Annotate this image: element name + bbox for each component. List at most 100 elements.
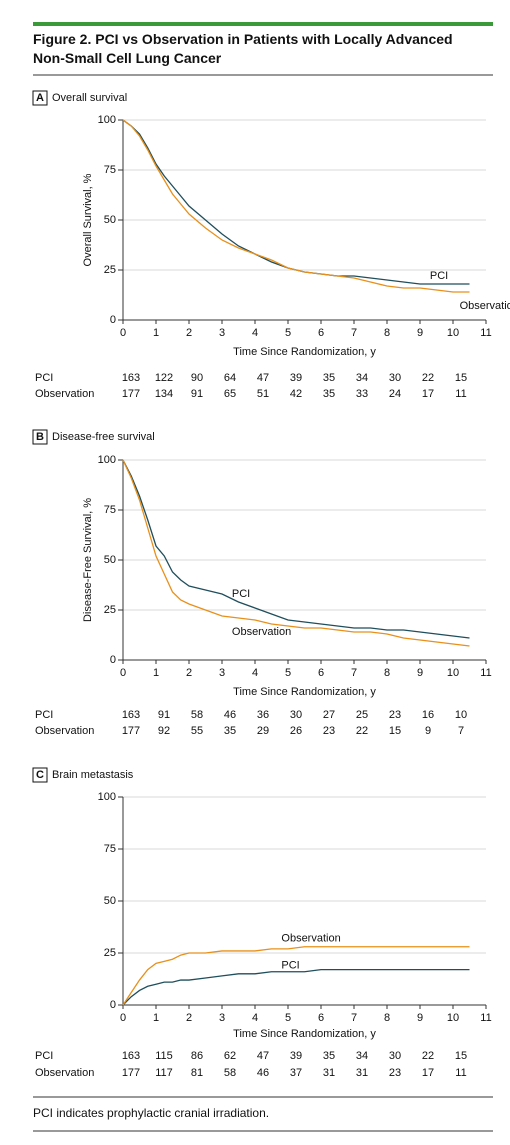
series-label: Observation — [281, 932, 340, 944]
y-axis-label: Overall Survival, % — [82, 173, 94, 266]
x-tick-label: 2 — [186, 1012, 192, 1024]
risk-count: 11 — [455, 1067, 466, 1079]
x-tick-label: 6 — [318, 327, 324, 339]
risk-count: 27 — [323, 709, 335, 721]
x-tick-label: 3 — [219, 667, 225, 679]
risk-count: 22 — [422, 1050, 434, 1062]
risk-count: 29 — [257, 725, 269, 737]
x-tick-label: 1 — [153, 327, 159, 339]
risk-count: 46 — [224, 709, 236, 721]
panel-label: C — [36, 769, 44, 781]
x-tick-label: 3 — [219, 1012, 225, 1024]
risk-count: 34 — [356, 1050, 368, 1062]
series-label: PCI — [281, 959, 299, 971]
x-tick-label: 2 — [186, 667, 192, 679]
risk-count: 11 — [455, 388, 466, 400]
risk-count: 35 — [323, 388, 335, 400]
x-tick-label: 11 — [480, 327, 491, 339]
series-line — [122, 459, 470, 647]
x-tick-label: 0 — [120, 327, 126, 339]
x-tick-label: 11 — [480, 1012, 491, 1024]
risk-count: 22 — [356, 725, 368, 737]
risk-row-name: PCI — [35, 1050, 53, 1062]
risk-count: 47 — [257, 372, 269, 384]
risk-count: 15 — [455, 372, 467, 384]
x-tick-label: 1 — [153, 667, 159, 679]
risk-count: 64 — [224, 372, 236, 384]
panel-label-box — [32, 90, 48, 106]
y-tick-label: 50 — [104, 214, 116, 226]
risk-count: 163 — [122, 709, 140, 721]
panel-title: Overall survival — [52, 92, 127, 104]
y-tick-label: 0 — [110, 999, 116, 1011]
risk-count: 7 — [458, 725, 464, 737]
risk-count: 15 — [389, 725, 401, 737]
risk-count: 23 — [389, 1067, 401, 1079]
risk-count: 16 — [422, 709, 434, 721]
risk-count: 15 — [455, 1050, 467, 1062]
y-tick-label: 50 — [104, 895, 116, 907]
x-tick-label: 4 — [252, 1012, 258, 1024]
risk-count: 39 — [290, 372, 302, 384]
x-tick-label: 10 — [447, 1012, 459, 1024]
panel-label-box — [32, 767, 48, 783]
risk-count: 117 — [155, 1067, 173, 1079]
risk-count: 17 — [422, 1067, 434, 1079]
risk-count: 47 — [257, 1050, 269, 1062]
series-label: Observation — [232, 626, 291, 638]
figure-title: Figure 2. PCI vs Observation in Patients… — [33, 31, 453, 66]
risk-count: 37 — [290, 1067, 302, 1079]
y-axis-label: Disease-Free Survival, % — [82, 498, 94, 622]
x-tick-label: 7 — [351, 1012, 357, 1024]
risk-count: 62 — [224, 1050, 236, 1062]
x-tick-label: 5 — [285, 667, 291, 679]
risk-count: 24 — [389, 388, 401, 400]
x-tick-label: 1 — [153, 1012, 159, 1024]
risk-count: 92 — [158, 725, 170, 737]
risk-count: 55 — [191, 725, 203, 737]
x-tick-label: 11 — [480, 667, 491, 679]
y-tick-label: 25 — [104, 947, 116, 959]
risk-row-name: Observation — [35, 388, 94, 400]
risk-count: 177 — [122, 725, 140, 737]
risk-count: 23 — [323, 725, 335, 737]
risk-count: 30 — [389, 372, 401, 384]
series-label: PCI — [232, 588, 250, 600]
risk-count: 31 — [323, 1067, 335, 1079]
y-tick-label: 100 — [98, 454, 116, 466]
y-tick-label: 25 — [104, 604, 116, 616]
risk-count: 23 — [389, 709, 401, 721]
risk-count: 163 — [122, 1050, 140, 1062]
y-tick-label: 75 — [104, 504, 116, 516]
x-tick-label: 5 — [285, 327, 291, 339]
x-tick-label: 0 — [120, 667, 126, 679]
top-bar — [33, 22, 493, 26]
y-tick-label: 50 — [104, 554, 116, 566]
risk-count: 30 — [389, 1050, 401, 1062]
risk-row-name: PCI — [35, 372, 53, 384]
x-tick-label: 4 — [252, 667, 258, 679]
risk-count: 33 — [356, 388, 368, 400]
y-tick-label: 100 — [98, 791, 116, 803]
risk-count: 177 — [122, 1067, 140, 1079]
risk-count: 177 — [122, 388, 140, 400]
series-label: Observation — [460, 300, 510, 312]
x-tick-label: 9 — [417, 327, 423, 339]
risk-count: 58 — [224, 1067, 236, 1079]
panel-label: A — [36, 92, 44, 104]
x-axis-label: Time Since Randomization, y — [233, 686, 376, 698]
risk-count: 35 — [323, 1050, 335, 1062]
x-tick-label: 9 — [417, 1012, 423, 1024]
x-tick-label: 6 — [318, 667, 324, 679]
x-tick-label: 6 — [318, 1012, 324, 1024]
risk-count: 134 — [155, 388, 173, 400]
series-line — [122, 119, 470, 285]
y-tick-label: 75 — [104, 843, 116, 855]
panel-title: Brain metastasis — [52, 769, 134, 781]
risk-count: 35 — [224, 725, 236, 737]
y-tick-label: 0 — [110, 654, 116, 666]
risk-count: 90 — [191, 372, 203, 384]
risk-count: 25 — [356, 709, 368, 721]
risk-count: 86 — [191, 1050, 203, 1062]
